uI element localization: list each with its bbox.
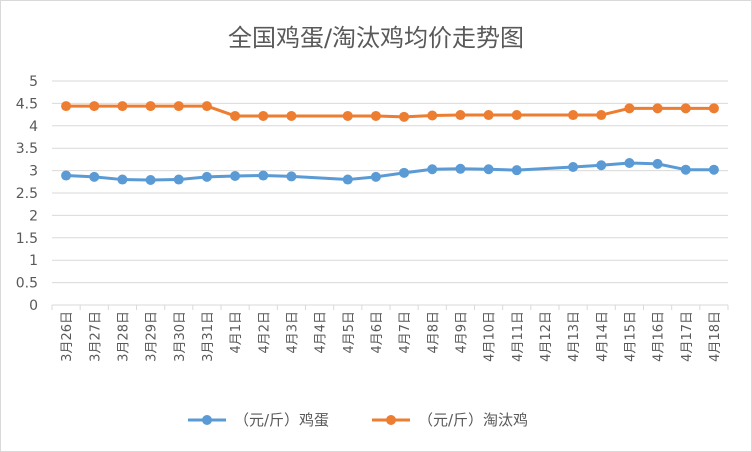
- data-point: [89, 171, 100, 182]
- legend-label-1: （元/斤）鸡蛋: [234, 411, 329, 429]
- y-tick-label: 0: [29, 298, 38, 314]
- x-tick-label: 3月27日: [88, 311, 103, 362]
- y-tick-label: 2.5: [16, 186, 38, 202]
- y-tick-label: 3.5: [16, 141, 38, 157]
- x-tick-label: 4月8日: [426, 311, 441, 354]
- data-point: [173, 101, 184, 112]
- data-point: [680, 164, 691, 175]
- chart-title: 全国鸡蛋/淘汰鸡均价走势图: [228, 24, 524, 52]
- data-point: [399, 167, 410, 178]
- x-tick-label: 4月12日: [539, 311, 554, 362]
- data-point: [230, 170, 241, 181]
- x-tick-label: 3月31日: [201, 311, 216, 362]
- data-point: [89, 101, 100, 112]
- data-point: [145, 175, 156, 186]
- data-point: [596, 110, 607, 121]
- y-tick-label: 2: [29, 208, 38, 224]
- x-tick-label: 4月6日: [370, 311, 385, 354]
- x-tick-label: 3月30日: [173, 311, 188, 362]
- data-point: [680, 103, 691, 114]
- data-point: [455, 110, 466, 121]
- data-point: [258, 110, 269, 121]
- y-tick-label: 1.5: [16, 231, 38, 247]
- data-point: [455, 163, 466, 174]
- data-point: [201, 171, 212, 182]
- series-group: [61, 101, 719, 186]
- x-tick-label: 4月2日: [257, 311, 272, 354]
- data-point: [511, 165, 522, 176]
- data-point: [483, 164, 494, 175]
- legend-marker-2: [386, 415, 396, 425]
- data-point: [286, 110, 297, 121]
- x-tick-label: 4月5日: [342, 311, 357, 354]
- data-point: [145, 101, 156, 112]
- y-tick-label: 1: [29, 253, 38, 269]
- data-point: [370, 171, 381, 182]
- y-axis: 0 0.5 1 1.5 2 2.5 3 3.5 4 4.5 5: [16, 74, 38, 314]
- legend-label-2: （元/斤）淘汰鸡: [418, 411, 528, 429]
- x-tick-label: 4月1日: [229, 311, 244, 354]
- data-point: [427, 164, 438, 175]
- series-line-1: [66, 161, 714, 182]
- series-line-2: [66, 104, 714, 119]
- data-point: [117, 101, 128, 112]
- data-point: [624, 157, 635, 168]
- x-tick-label: 4月17日: [680, 311, 695, 362]
- data-point: [483, 110, 494, 121]
- y-tick-label: 3: [29, 164, 38, 180]
- data-point: [568, 110, 579, 121]
- data-point: [201, 101, 212, 112]
- data-point: [230, 110, 241, 121]
- x-tick-label: 4月4日: [314, 311, 329, 354]
- x-tick-label: 3月28日: [116, 311, 131, 362]
- data-point: [399, 111, 410, 122]
- x-tick-label: 4月3日: [285, 311, 300, 354]
- data-point: [173, 174, 184, 185]
- data-point: [342, 174, 353, 185]
- x-tick-label: 4月11日: [511, 311, 526, 362]
- data-point: [624, 103, 635, 114]
- x-tick-label: 4月18日: [708, 311, 723, 362]
- x-axis: 3月26日 3月27日 3月28日 3月29日 3月30日 3月31日 4月1日 4月2日 4月…: [51, 305, 729, 362]
- y-tick-label: 5: [29, 74, 38, 90]
- x-tick-label: 4月15日: [623, 311, 638, 362]
- data-point: [117, 174, 128, 185]
- data-point: [370, 110, 381, 121]
- data-point: [342, 110, 353, 121]
- data-point: [286, 171, 297, 182]
- data-point: [652, 158, 663, 169]
- gridlines: [52, 80, 728, 306]
- legend-marker-1: [202, 415, 212, 425]
- data-point: [708, 164, 719, 175]
- data-point: [652, 103, 663, 114]
- y-tick-label: 0.5: [16, 276, 38, 292]
- data-point: [61, 170, 72, 181]
- x-tick-label: 4月13日: [567, 311, 582, 362]
- y-tick-label: 4: [29, 119, 38, 135]
- data-point: [596, 160, 607, 171]
- legend: （元/斤）鸡蛋 （元/斤）淘汰鸡: [188, 411, 528, 429]
- x-tick-label: 4月10日: [483, 311, 498, 362]
- x-tick-label: 4月9日: [454, 311, 469, 354]
- y-tick-label: 4.5: [16, 96, 38, 112]
- x-tick-label: 4月16日: [652, 311, 667, 362]
- data-point: [61, 101, 72, 112]
- data-point: [511, 110, 522, 121]
- data-point: [708, 103, 719, 114]
- x-tick-label: 4月7日: [398, 311, 413, 354]
- x-tick-label: 4月14日: [595, 311, 610, 362]
- data-point: [568, 162, 579, 173]
- data-point: [427, 110, 438, 121]
- data-point: [258, 170, 269, 181]
- x-tick-label: 3月29日: [145, 311, 160, 362]
- x-tick-label: 3月26日: [60, 311, 75, 362]
